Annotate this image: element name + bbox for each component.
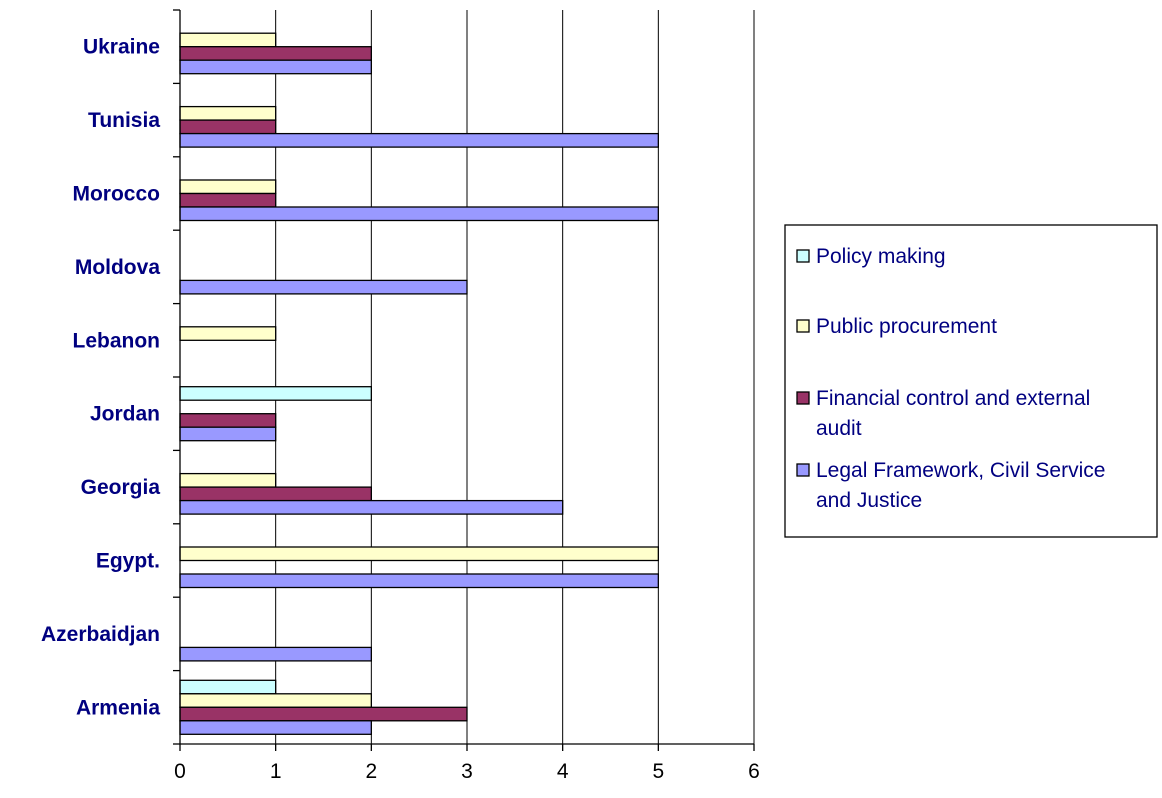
bar <box>179 192 277 208</box>
bar <box>179 119 277 135</box>
legend-swatch <box>796 249 810 263</box>
bar <box>179 105 277 121</box>
bar <box>179 646 372 662</box>
x-tick-label: 3 <box>461 760 473 783</box>
category-labels: Armenia Azerbaidjan Egypt. Georgia Jordan Leb… <box>41 36 160 720</box>
bar <box>179 499 564 515</box>
axes <box>173 9 755 751</box>
category-label: Armenia <box>76 696 160 719</box>
legend-swatch <box>796 319 810 333</box>
legend-label: Public procurement <box>816 315 997 338</box>
category-label: Jordan <box>90 403 160 426</box>
bar <box>179 206 659 222</box>
category-label: Ukraine <box>83 36 160 59</box>
x-tick-label: 4 <box>557 760 569 783</box>
category-label: Lebanon <box>73 329 161 352</box>
bar <box>179 279 468 295</box>
legend-label: Legal Framework, Civil Service and Justic… <box>816 459 1105 512</box>
bar <box>179 32 277 48</box>
x-tick-label: 6 <box>748 760 760 783</box>
category-label: Egypt. <box>96 550 160 573</box>
category-label: Moldova <box>75 256 160 279</box>
bar <box>179 573 659 589</box>
legend-label: Financial control and external audit <box>816 387 1090 440</box>
category-label: Tunisia <box>88 109 160 132</box>
category-label: Morocco <box>72 183 160 206</box>
category-label: Georgia <box>81 476 161 499</box>
tick-labels: 0 1 2 3 4 5 6 <box>174 760 760 783</box>
bar <box>179 693 372 708</box>
bar <box>179 706 468 722</box>
bar <box>179 326 277 341</box>
bar <box>179 472 277 488</box>
bar <box>179 546 659 562</box>
bar <box>179 720 372 735</box>
x-tick-label: 1 <box>270 760 282 783</box>
bar <box>179 413 277 428</box>
bar <box>179 59 372 75</box>
x-tick-label: 2 <box>365 760 377 783</box>
legend: Policy making Public procurement Financial… <box>784 224 1158 538</box>
bar <box>179 679 277 695</box>
legend-swatch <box>796 391 810 405</box>
bar <box>179 179 277 195</box>
bar <box>179 426 277 442</box>
bar <box>179 386 372 401</box>
bar <box>179 46 372 61</box>
x-tick-label: 5 <box>652 760 664 783</box>
legend-label: Policy making <box>816 245 946 268</box>
x-tick-label: 0 <box>174 760 186 783</box>
legend-box <box>784 224 1158 538</box>
bar <box>179 486 372 502</box>
bar <box>179 132 659 148</box>
legend-swatch <box>796 463 810 477</box>
category-label: Azerbaidjan <box>41 623 160 646</box>
